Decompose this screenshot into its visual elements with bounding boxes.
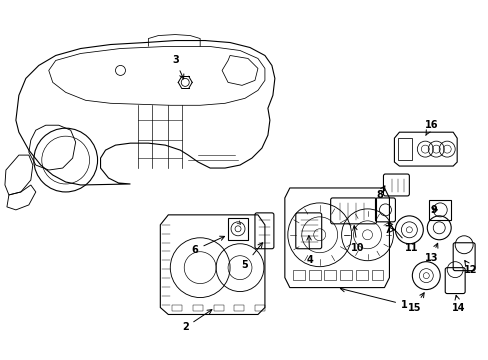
Text: 16: 16	[424, 120, 437, 135]
Text: 1: 1	[340, 287, 407, 310]
Text: 8: 8	[375, 186, 384, 200]
Bar	[355, 270, 367, 280]
Bar	[428, 200, 450, 220]
Bar	[339, 270, 351, 280]
Bar	[371, 270, 383, 280]
Text: 7: 7	[383, 225, 393, 235]
Bar	[227, 218, 247, 240]
Bar	[308, 270, 320, 280]
Text: 5: 5	[241, 243, 262, 270]
Text: 10: 10	[350, 226, 364, 253]
Text: 2: 2	[182, 310, 211, 332]
Text: 15: 15	[407, 293, 423, 312]
Bar	[254, 305, 264, 311]
Bar	[398, 138, 411, 160]
Bar	[193, 305, 203, 311]
Text: 3: 3	[172, 55, 183, 79]
Text: 12: 12	[464, 261, 477, 275]
Bar	[292, 270, 304, 280]
Text: 13: 13	[424, 243, 437, 263]
Text: 11: 11	[387, 223, 417, 253]
Bar	[213, 305, 223, 311]
Text: 6: 6	[191, 236, 224, 255]
Bar	[324, 270, 336, 280]
Bar	[172, 305, 182, 311]
Text: 9: 9	[430, 205, 437, 215]
Text: 4: 4	[306, 236, 312, 265]
Bar	[234, 305, 244, 311]
Text: 14: 14	[451, 295, 465, 312]
